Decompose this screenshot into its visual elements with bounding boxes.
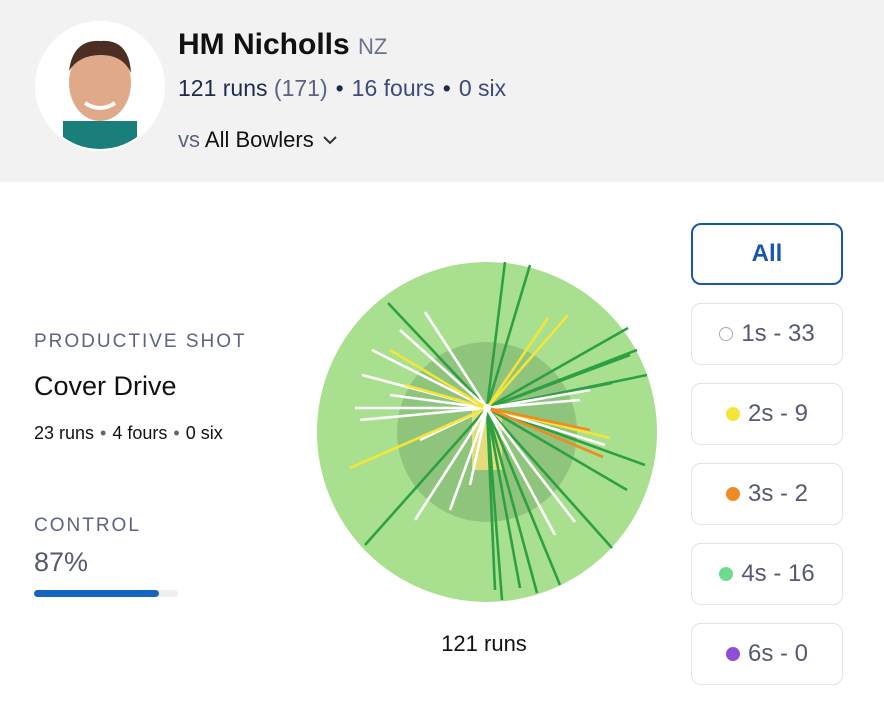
filter-label: 6s - 0: [747, 640, 809, 667]
control-bar: [34, 590, 160, 597]
filter-button[interactable]: All: [691, 223, 843, 285]
balls: (171): [273, 75, 328, 101]
filter-button[interactable]: 4s - 16: [691, 543, 843, 605]
filter-button[interactable]: 1s - 33: [691, 303, 843, 365]
control-track: [34, 590, 178, 597]
shot-stats: 23 runs • 4 fours • 0 six: [34, 423, 223, 443]
control-value: 87%: [34, 547, 89, 577]
filter-label: 2s - 9: [747, 400, 809, 427]
player-name: HM Nicholls NZ: [178, 28, 387, 62]
header: HM Nicholls NZ 121 runs (171) • 16 fours • 0…: [0, 0, 884, 182]
section-label: PRODUCTIVE SHOT: [34, 331, 247, 352]
avatar: [35, 21, 165, 151]
fours: 16 fours: [351, 75, 435, 101]
filter-button[interactable]: 3s - 2: [691, 463, 843, 525]
stats: 121 runs (171) • 16 fours • 0 six: [178, 75, 507, 101]
section-label: CONTROL: [34, 515, 141, 536]
filter-label: All: [751, 240, 783, 267]
swatch: [719, 567, 734, 581]
shot-name: Cover Drive: [34, 371, 177, 401]
filter-button[interactable]: 6s - 0: [691, 623, 843, 685]
runs: 23 runs: [34, 423, 95, 443]
swatch: [719, 327, 734, 341]
total-runs: 121 runs: [441, 631, 527, 656]
swatch: [725, 407, 740, 421]
bowler-select[interactable]: vs All Bowlers: [178, 127, 340, 153]
name: HM Nicholls: [178, 28, 350, 61]
fours: 4 fours: [112, 423, 168, 443]
swatch: [725, 647, 740, 661]
filter-label: 4s - 16: [741, 560, 815, 587]
chevron: [323, 136, 337, 145]
filter-label: 1s - 33: [741, 320, 815, 347]
sixes: 0 six: [458, 75, 507, 101]
filter-label: 3s - 2: [747, 480, 809, 507]
runs: 121 runs: [178, 75, 268, 101]
opponent: All Bowlers: [204, 127, 314, 152]
filter-button[interactable]: 2s - 9: [691, 383, 843, 445]
wagon-wheel: [317, 261, 657, 602]
sixes: 0 six: [185, 423, 223, 443]
vs: vs: [178, 127, 200, 152]
country: NZ: [358, 34, 388, 59]
swatch: [725, 487, 740, 501]
